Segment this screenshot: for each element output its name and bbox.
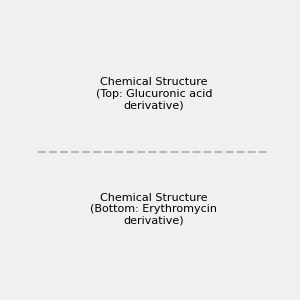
Text: Chemical Structure
(Top: Glucuronic acid
derivative): Chemical Structure (Top: Glucuronic acid… [95, 77, 212, 110]
Text: Chemical Structure
(Bottom: Erythromycin
derivative): Chemical Structure (Bottom: Erythromycin… [90, 193, 217, 226]
